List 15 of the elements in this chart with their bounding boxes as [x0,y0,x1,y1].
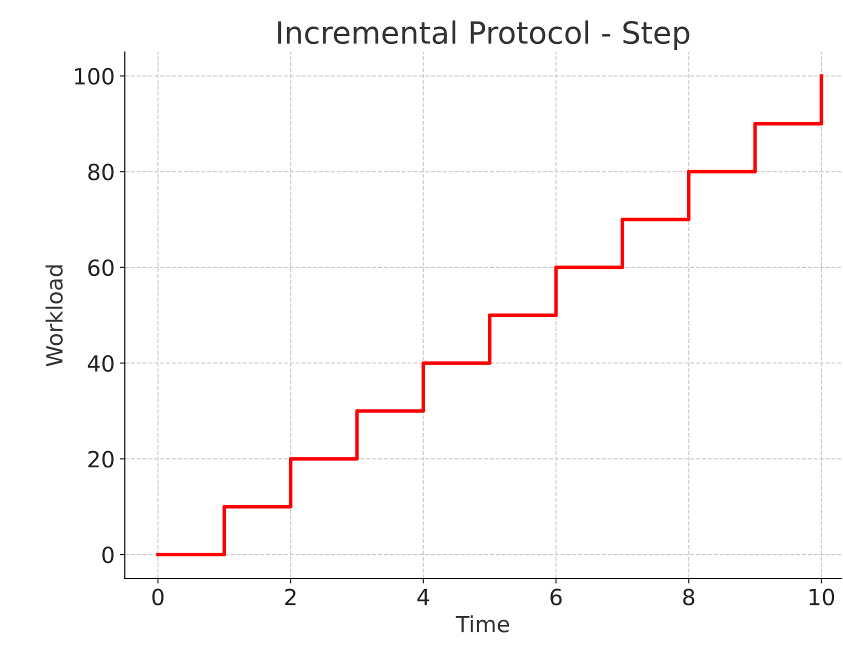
x-axis-title: Time [456,615,510,632]
x-tick-label: 10 [810,588,834,606]
x-tick-label: 8 [683,588,694,606]
y-tick-label: 100 [75,68,114,85]
x-tick-label: 4 [417,588,430,606]
x-tick-label: 6 [550,588,562,606]
x-tick-label: 2 [285,588,296,606]
chart-title: Incremental Protocol - Step [278,20,690,50]
x-tick-label: 0 [152,588,164,606]
y-tick-label: 80 [88,164,114,180]
y-axis-title: Workload [46,265,63,366]
y-tick-label: 0 [102,546,114,564]
y-tick-label: 40 [88,355,114,372]
y-tick-label: 60 [88,259,114,276]
y-tick-label: 20 [88,450,114,468]
